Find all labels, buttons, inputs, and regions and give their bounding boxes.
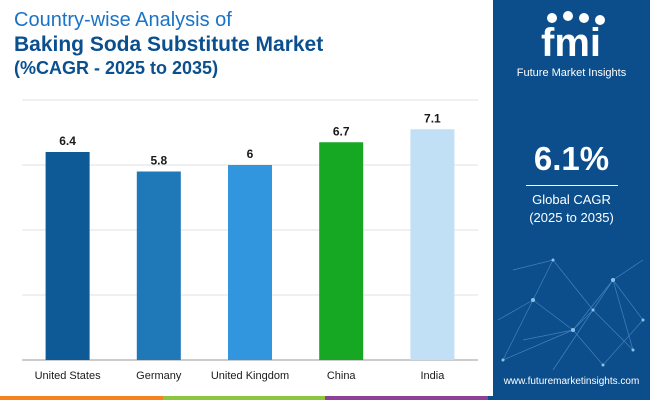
x-tick-label: United States: [35, 370, 102, 382]
strip-segment-orange: [0, 396, 163, 400]
global-cagr-value: 6.1%: [533, 140, 610, 177]
svg-text:fmi: fmi: [541, 21, 601, 60]
global-cagr-label: Global CAGR (2025 to 2035): [493, 191, 650, 227]
stat-label-line-1: Global CAGR: [532, 192, 611, 207]
x-tick-label: United Kingdom: [211, 370, 289, 382]
strip-segment-purple: [325, 396, 488, 400]
strip-segment-blue: [487, 396, 650, 400]
bar: [319, 142, 364, 360]
bar: [410, 129, 455, 360]
x-tick-label: India: [420, 370, 445, 382]
title-line-2: Baking Soda Substitute Market: [14, 33, 324, 56]
bottom-color-strip: [0, 396, 650, 400]
website-url: www.futuremarketinsights.com: [503, 376, 640, 387]
network-decoration: [497, 258, 645, 371]
title-line-1: Country-wise Analysis of: [14, 9, 232, 31]
stat-divider: [526, 185, 618, 186]
stat-label-line-2: (2025 to 2035): [529, 210, 614, 225]
data-label: 7.1: [424, 111, 441, 125]
data-label: 6.7: [333, 124, 350, 138]
data-label: 6.4: [59, 134, 76, 148]
logo-text: Future Market Insights: [516, 67, 627, 79]
x-tick-label: Germany: [136, 370, 182, 382]
x-tick-label: China: [327, 370, 357, 382]
chart-title: Country-wise Analysis of Baking Soda Sub…: [14, 8, 323, 79]
strip-segment-green: [162, 396, 325, 400]
bar-chart: 6.4 United States 5.8 Germany 6 United Kingdo…: [22, 99, 478, 382]
bar: [45, 152, 90, 360]
side-panel: fmi Future Market Insights 6.1% Global C…: [493, 0, 650, 400]
bar: [228, 165, 272, 360]
bar: [136, 171, 181, 360]
data-label: 5.8: [150, 154, 167, 168]
data-label: 6: [247, 147, 254, 161]
fmi-logo: fmi Future Market Insights: [493, 10, 650, 79]
fmi-logo-mark: fmi: [541, 11, 605, 65]
title-line-3: (%CAGR - 2025 to 2035): [14, 58, 219, 78]
